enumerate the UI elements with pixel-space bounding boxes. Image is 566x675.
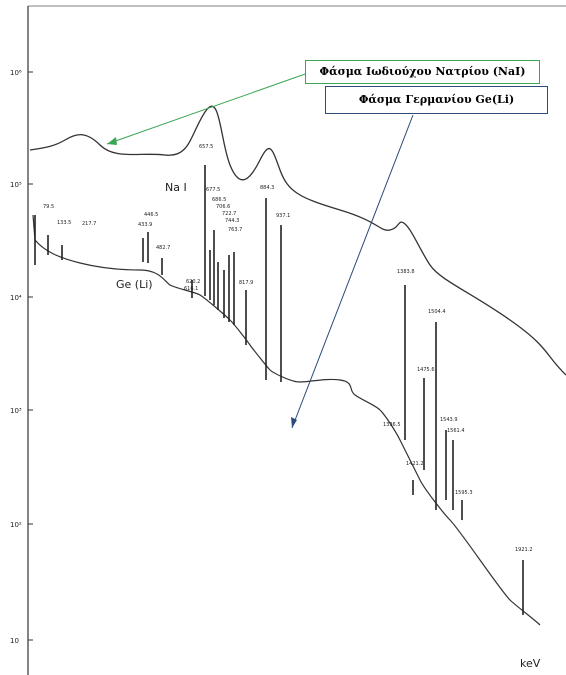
peak-label: 1383.8: [397, 269, 415, 275]
nai-callout: Φάσμα Ιωδιούχου Νατρίου (NaI): [305, 60, 540, 84]
peak-label: 937.1: [276, 213, 290, 219]
peak-label: 1336.5: [383, 422, 401, 428]
peak-label: 1543.9: [440, 417, 458, 423]
peak-label: 79.5: [43, 204, 54, 210]
nai-arrow: [106, 72, 309, 145]
y-tick-label: 10⁴: [10, 294, 22, 302]
peak-label: 1595.3: [455, 490, 473, 496]
peak-label: 1561.4: [447, 428, 465, 434]
peak-label: 482.7: [156, 245, 170, 251]
nai-arrowhead: [107, 137, 117, 145]
x-axis-label: keV: [520, 657, 541, 670]
y-tick-label: 10⁶: [10, 69, 22, 77]
y-tick-label: 10³: [10, 407, 22, 415]
peak-label: 744.3: [225, 218, 239, 224]
peaks: [34, 165, 524, 615]
ge-arrowhead: [291, 417, 297, 428]
ge-label: Ge (Li): [116, 278, 153, 291]
peak-label: 620.2: [186, 279, 200, 285]
peak-label: 616.1: [184, 286, 198, 292]
peak-label: 817.9: [239, 280, 253, 286]
y-tick-label: 10⁵: [10, 181, 22, 189]
peak-label: 1504.4: [428, 309, 446, 315]
peak-label: 686.5: [212, 197, 226, 203]
peak-label: 706.6: [216, 204, 230, 210]
y-tick-label: 10: [10, 637, 19, 645]
nai-curve: [29, 105, 566, 376]
peak-label: 722.7: [222, 211, 236, 217]
peak-label: 677.5: [206, 187, 220, 193]
ge-arrow: [291, 114, 414, 429]
peak-label: 217.7: [82, 221, 96, 227]
peak-label: 657.5: [199, 144, 213, 150]
peak-label: 1921.2: [515, 547, 533, 553]
y-tick-label: 10²: [10, 521, 22, 529]
peak-label: 884.3: [260, 185, 274, 191]
peak-label: 763.7: [228, 227, 242, 233]
peak-label: 1475.6: [417, 367, 435, 373]
peak-label: 446.5: [144, 212, 158, 218]
peak-label: 433.9: [138, 222, 152, 228]
ge-callout: Φάσμα Γερμανίου Ge(Li): [325, 86, 548, 114]
ge-curve: [32, 214, 541, 626]
nai-label: Na I: [165, 181, 187, 194]
peak-label: 1421.2: [406, 461, 424, 467]
peak-label: 133.5: [57, 220, 71, 226]
